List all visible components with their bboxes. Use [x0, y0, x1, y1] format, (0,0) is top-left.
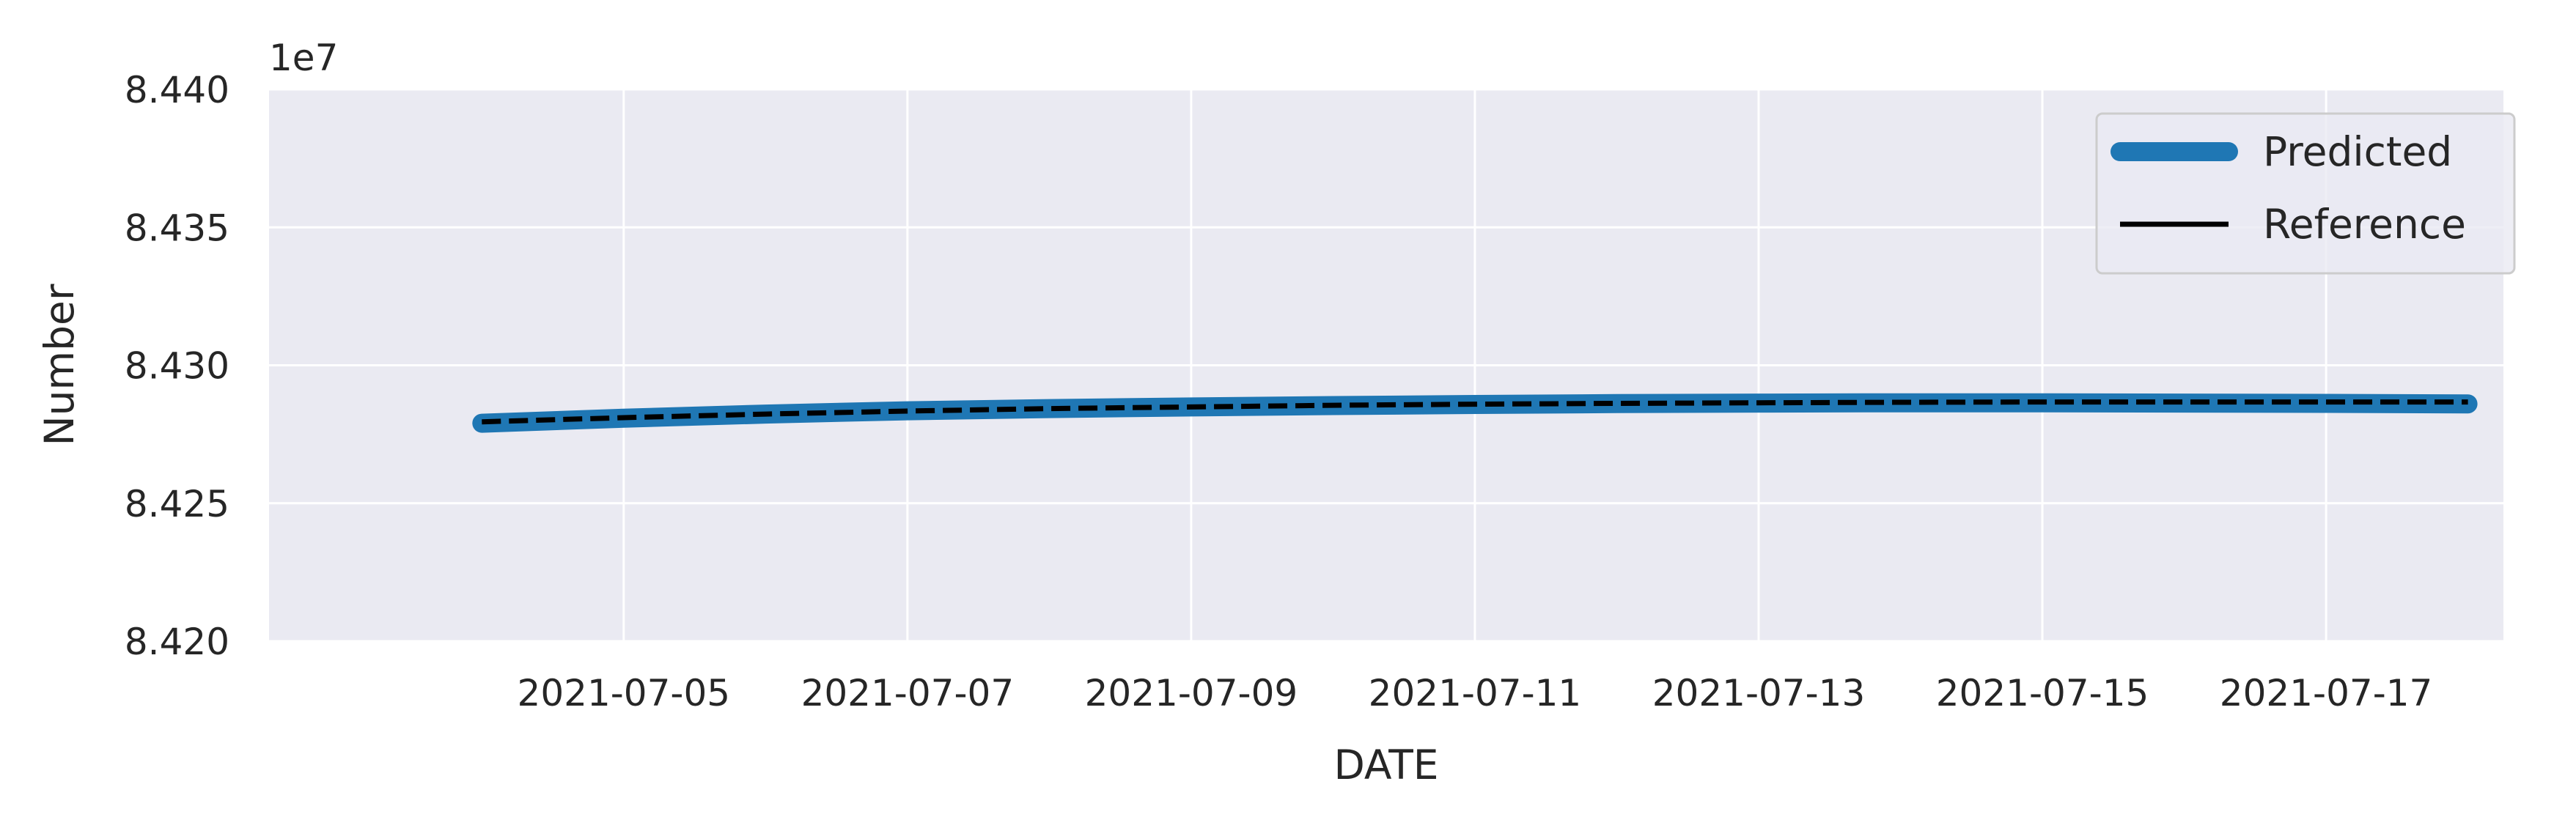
- y-tick-label: 8.440: [125, 69, 229, 111]
- y-offset-label: 1e7: [269, 37, 338, 79]
- series-layer: [472, 393, 2478, 433]
- legend-label-reference: Reference: [2263, 201, 2466, 248]
- y-tick-label: 8.420: [125, 621, 229, 663]
- series-line-reference: [482, 399, 2468, 425]
- legend: Predicted Reference: [2095, 112, 2516, 275]
- x-tick-labels: 2021-07-05 2021-07-07 2021-07-09 2021-07-11…: [518, 672, 2433, 714]
- x-tick-label: 2021-07-11: [1369, 672, 1582, 714]
- y-tick-label: 8.425: [125, 483, 229, 525]
- x-tick-label: 2021-07-05: [518, 672, 731, 714]
- legend-label-predicted: Predicted: [2263, 128, 2452, 175]
- y-tick-label: 8.430: [125, 345, 229, 388]
- y-tick-label: 8.435: [125, 207, 229, 249]
- x-tick-label: 2021-07-15: [1936, 672, 2149, 714]
- x-axis-label: DATE: [1333, 742, 1438, 788]
- x-tick-label: 2021-07-13: [1652, 672, 1866, 714]
- y-axis-label: Number: [36, 284, 83, 446]
- x-tick-label: 2021-07-09: [1085, 672, 1298, 714]
- y-tick-labels: 8.420 8.425 8.430 8.435 8.440: [125, 69, 229, 663]
- x-tick-label: 2021-07-17: [2220, 672, 2433, 714]
- x-tick-label: 2021-07-07: [801, 672, 1015, 714]
